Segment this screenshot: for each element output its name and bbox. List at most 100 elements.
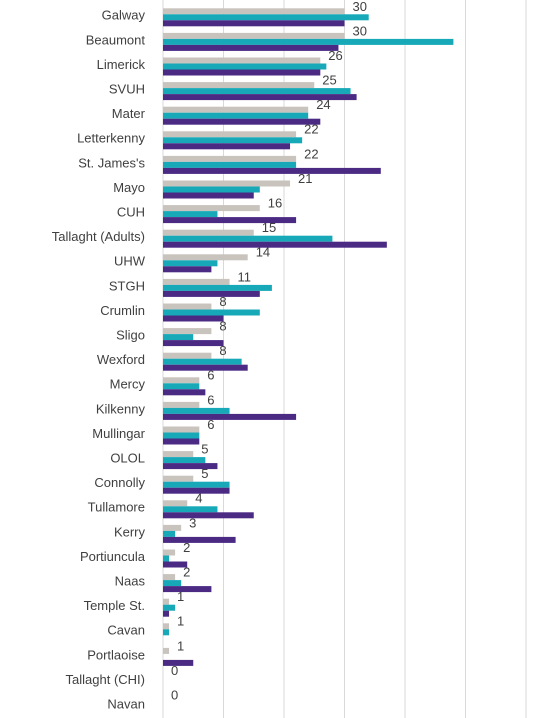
bar <box>163 530 176 537</box>
data-label: 1 <box>177 614 184 629</box>
bar <box>163 383 200 390</box>
data-label: 1 <box>177 589 184 604</box>
y-tick-label: Limerick <box>97 57 146 72</box>
y-tick-label: Portlaoise <box>87 647 145 662</box>
y-tick-label: Tullamore <box>88 500 145 515</box>
y-tick-label: Sligo <box>116 328 145 343</box>
y-tick-label: Connolly <box>94 475 145 490</box>
data-label: 2 <box>183 565 190 580</box>
bar <box>163 32 345 39</box>
y-tick-label: OLOL <box>110 451 145 466</box>
bar <box>163 334 194 341</box>
y-tick-label: Letterkenny <box>77 131 145 146</box>
bar <box>163 623 170 630</box>
bar <box>163 180 291 187</box>
bar <box>163 426 200 433</box>
y-tick-label: Cavan <box>107 623 145 638</box>
bar <box>163 82 315 89</box>
bar <box>163 57 321 64</box>
bar <box>163 315 224 322</box>
bar <box>163 118 321 125</box>
bar <box>163 358 242 365</box>
y-tick-label: Beaumont <box>86 32 146 47</box>
bar <box>163 364 248 371</box>
data-label: 0 <box>171 688 178 703</box>
bar <box>163 229 254 236</box>
bar <box>163 38 454 45</box>
data-label: 3 <box>189 515 196 530</box>
bar <box>163 143 291 150</box>
bar <box>163 580 182 587</box>
bar <box>163 629 170 636</box>
bar <box>163 106 309 113</box>
bar <box>163 561 188 568</box>
bar <box>163 63 327 70</box>
data-label: 8 <box>219 319 226 334</box>
y-tick-label: Navan <box>107 697 145 712</box>
data-label: 24 <box>316 97 330 112</box>
bar <box>163 512 254 519</box>
y-tick-label: Kerry <box>114 524 146 539</box>
bar <box>163 205 260 212</box>
data-label: 6 <box>207 368 214 383</box>
data-label: 16 <box>268 196 282 211</box>
bar <box>163 647 170 654</box>
y-tick-label: Mullingar <box>92 426 145 441</box>
y-tick-label: Mercy <box>110 377 146 392</box>
bar <box>163 389 206 396</box>
data-label: 22 <box>304 146 318 161</box>
bar <box>163 254 248 261</box>
bar <box>163 131 297 138</box>
y-tick-label: Galway <box>102 8 146 23</box>
data-label: 21 <box>298 171 312 186</box>
bar <box>163 88 351 95</box>
bar <box>163 20 345 27</box>
bar <box>163 94 357 101</box>
y-tick-label: Wexford <box>97 352 145 367</box>
bar <box>163 186 260 193</box>
data-label: 4 <box>195 491 202 506</box>
data-label: 30 <box>353 0 367 14</box>
bar <box>163 438 200 445</box>
data-label: 26 <box>328 48 342 63</box>
bar <box>163 137 303 144</box>
y-tick-label: Kilkenny <box>96 401 146 416</box>
bar <box>163 610 170 617</box>
data-label: 25 <box>322 73 336 88</box>
bar <box>163 161 297 168</box>
data-label: 30 <box>353 23 367 38</box>
y-tick-label: Mayo <box>113 180 145 195</box>
bar <box>163 260 218 267</box>
bar <box>163 574 176 581</box>
bar <box>163 536 236 543</box>
y-tick-label: Naas <box>115 574 146 589</box>
bar <box>163 14 369 21</box>
data-label: 8 <box>219 294 226 309</box>
bar <box>163 586 212 593</box>
bar <box>163 167 381 174</box>
y-tick-label: St. James's <box>78 155 145 170</box>
y-tick-label: Mater <box>112 106 146 121</box>
bar <box>163 481 230 488</box>
bar <box>163 155 297 162</box>
bar <box>163 407 230 414</box>
y-tick-label: CUH <box>117 205 145 220</box>
data-label: 5 <box>201 466 208 481</box>
bar <box>163 328 212 335</box>
bar <box>163 211 218 218</box>
bar <box>163 604 176 611</box>
bar <box>163 69 321 76</box>
data-label: 14 <box>256 245 270 260</box>
bar <box>163 217 297 224</box>
y-tick-label: STGH <box>109 278 145 293</box>
bar <box>163 278 230 285</box>
data-label: 22 <box>304 122 318 137</box>
bar <box>163 377 200 384</box>
y-tick-label: Temple St. <box>84 598 145 613</box>
data-label: 0 <box>171 663 178 678</box>
bar <box>163 309 260 316</box>
bar <box>163 241 387 248</box>
bar <box>163 432 200 439</box>
bar <box>163 266 212 273</box>
